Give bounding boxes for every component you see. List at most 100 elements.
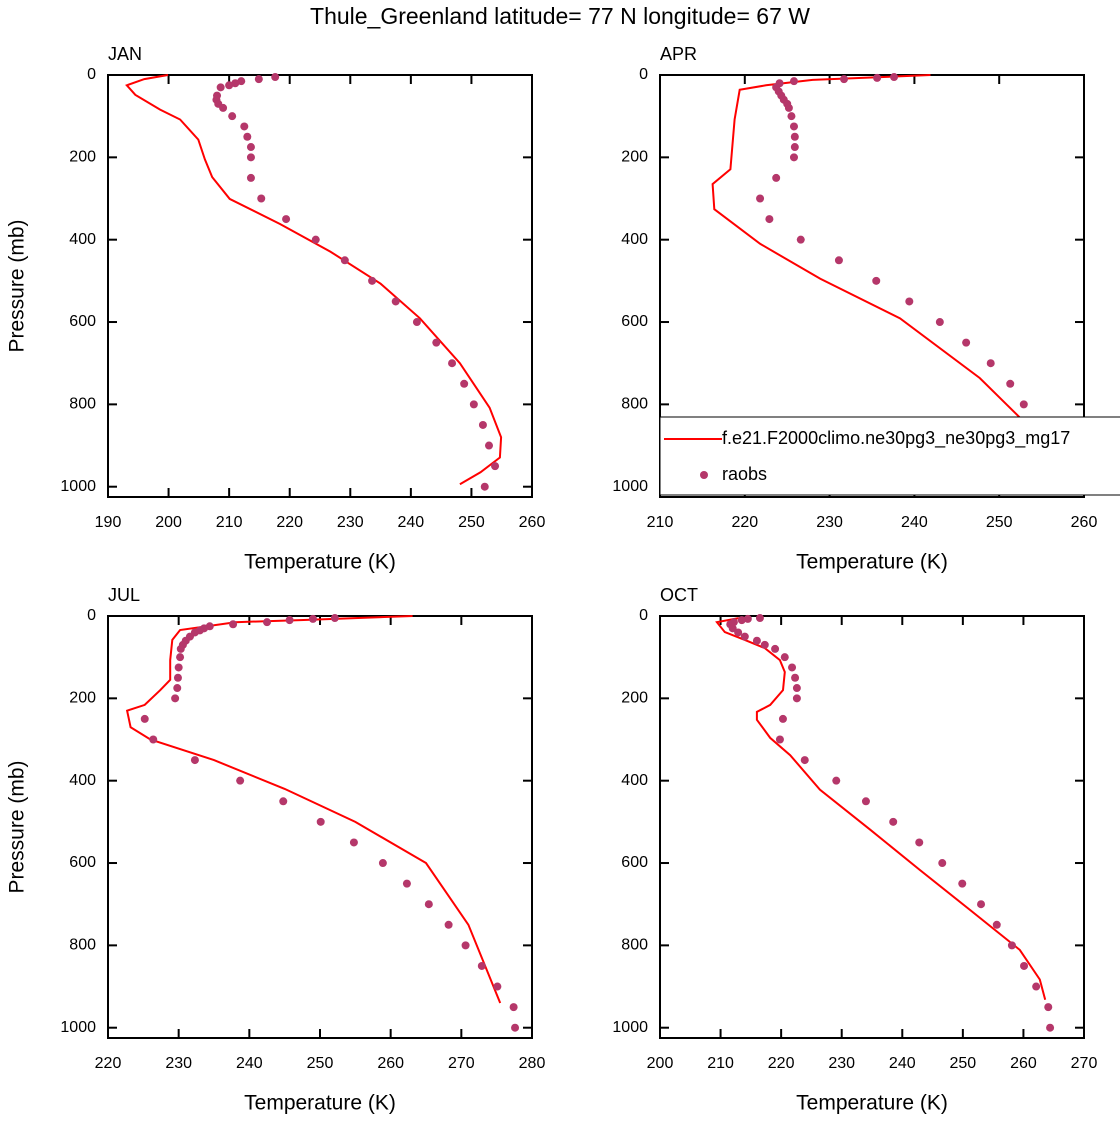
plot-frame: [107, 615, 533, 1039]
model-line: [711, 74, 1062, 488]
raob-point: [216, 83, 225, 92]
raob-point: [775, 735, 784, 744]
raob-point: [444, 920, 453, 929]
plot-frame: [659, 615, 1085, 1039]
raob-point: [789, 122, 798, 131]
raob-point: [246, 153, 255, 162]
raob-point: [173, 673, 182, 682]
y-tick-label: 200: [621, 149, 648, 166]
model-line: [125, 615, 502, 1004]
raob-point: [448, 359, 457, 368]
raob-point: [992, 920, 1001, 929]
raob-point: [477, 961, 486, 970]
raob-point: [740, 632, 749, 641]
legend-marker: [700, 471, 708, 479]
raob-point: [756, 194, 765, 203]
raob-point: [1006, 379, 1015, 388]
raob-point: [834, 256, 843, 265]
y-tick-label: 0: [87, 607, 96, 624]
raob-point: [231, 79, 240, 88]
raob-point: [790, 132, 799, 141]
x-tick-label: 220: [95, 1055, 122, 1072]
raob-point: [349, 838, 358, 847]
y-tick-label: 400: [621, 772, 648, 789]
raob-point: [378, 859, 387, 868]
y-tick-label: 600: [621, 313, 648, 330]
y-tick-label: 400: [621, 231, 648, 248]
raob-point: [149, 735, 158, 744]
y-tick-label: 0: [639, 607, 648, 624]
raob-point: [509, 1003, 518, 1012]
panel-title: JAN: [108, 44, 142, 64]
raob-point: [402, 879, 411, 888]
y-tick-label: 600: [621, 854, 648, 871]
raob-point: [790, 143, 799, 152]
x-tick-label: 200: [647, 1055, 674, 1072]
y-tick-label: 800: [69, 396, 96, 413]
model-line: [125, 74, 503, 486]
panel-title: JUL: [108, 585, 140, 605]
raob-point: [316, 817, 325, 826]
y-tick-label: 600: [69, 313, 96, 330]
raob-point: [236, 776, 245, 785]
raob-point: [491, 462, 500, 471]
y-tick-label: 600: [69, 854, 96, 871]
raob-point: [905, 297, 914, 306]
raob-point: [734, 628, 743, 637]
raob-point: [789, 77, 798, 86]
raob-point: [257, 194, 266, 203]
raob-point: [285, 616, 294, 625]
raob-point: [493, 982, 502, 991]
x-tick-label: 240: [236, 1055, 263, 1072]
raob-point: [796, 235, 805, 244]
raob-point: [460, 379, 469, 388]
raob-point: [311, 235, 320, 244]
raob-point: [254, 75, 263, 84]
raob-point: [784, 103, 793, 112]
panel: OCT Temperature (K) 0 200 400 600 800 1000 200 21…: [612, 585, 1097, 1115]
y-tick-label: 0: [639, 66, 648, 83]
raob-point: [171, 694, 180, 703]
raob-point: [176, 644, 185, 653]
raob-point: [308, 614, 317, 623]
raob-point: [174, 663, 183, 672]
raob-point: [986, 359, 995, 368]
x-tick-label: 250: [458, 514, 485, 531]
raob-point: [1019, 400, 1028, 409]
raob-point: [765, 215, 774, 224]
raob-point: [391, 297, 400, 306]
x-tick-label: 270: [448, 1055, 475, 1072]
x-tick-label: 210: [707, 1055, 734, 1072]
x-tick-label: 250: [986, 514, 1013, 531]
y-tick-label: 1000: [60, 1019, 96, 1036]
x-tick-label: 250: [950, 1055, 977, 1072]
y-tick-label: 400: [69, 772, 96, 789]
raob-point: [480, 482, 489, 491]
y-tick-label: 200: [621, 690, 648, 707]
raob-point: [935, 318, 944, 327]
x-tick-label: 250: [307, 1055, 334, 1072]
raob-point: [246, 143, 255, 152]
raob-point: [484, 441, 493, 450]
y-axis-title: Pressure (mb): [6, 219, 29, 352]
x-tick-label: 220: [731, 514, 758, 531]
model-line: [715, 617, 1047, 1000]
x-tick-label: 190: [95, 514, 122, 531]
raob-point: [840, 75, 849, 84]
x-tick-label: 240: [901, 514, 928, 531]
raob-point: [461, 941, 470, 950]
y-axis-title: Pressure (mb): [6, 760, 29, 893]
x-tick-label: 240: [889, 1055, 916, 1072]
raob-point: [263, 618, 271, 627]
raob-point: [243, 132, 252, 141]
raob-point: [176, 653, 185, 662]
x-tick-label: 260: [1010, 1055, 1037, 1072]
x-tick-label: 220: [276, 514, 303, 531]
x-tick-label: 230: [337, 514, 364, 531]
raob-point: [977, 900, 986, 909]
legend-label: f.e21.F2000climo.ne30pg3_ne30pg3_mg17: [722, 428, 1070, 449]
x-axis-title: Temperature (K): [796, 551, 948, 574]
raob-point: [511, 1023, 520, 1032]
raob-point: [737, 616, 746, 625]
raob-point: [873, 73, 882, 82]
